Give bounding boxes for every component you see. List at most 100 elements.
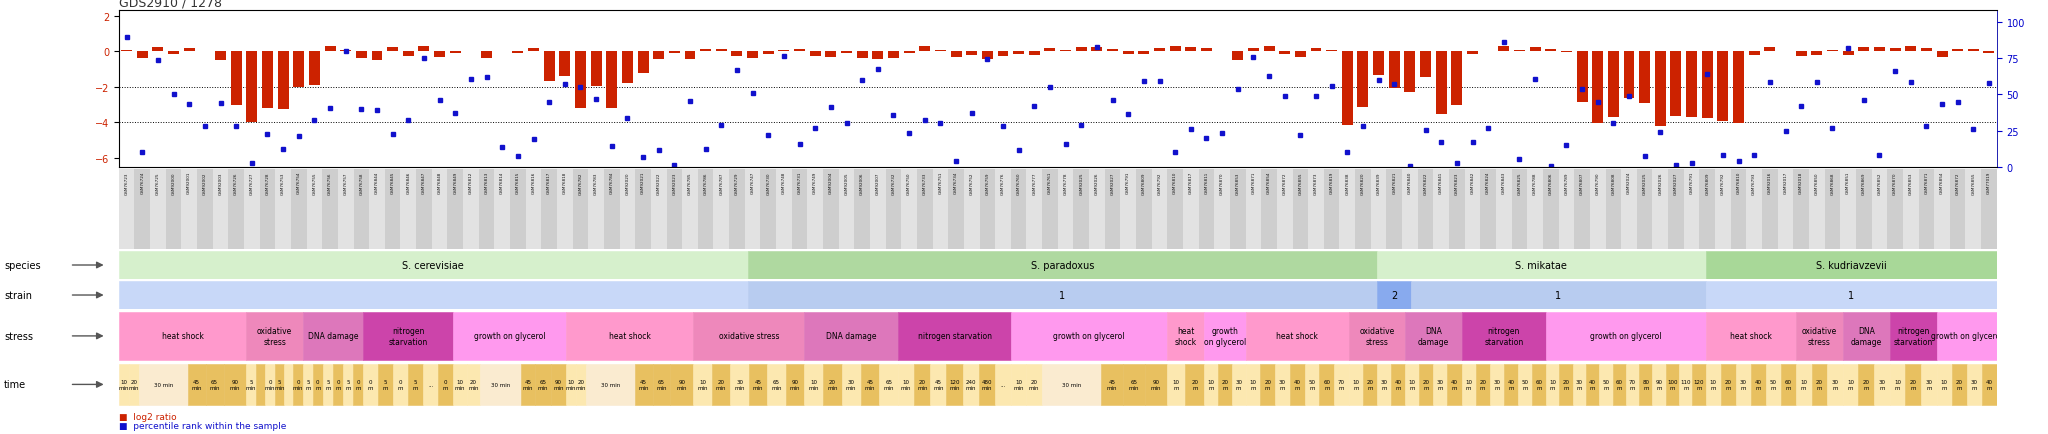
Bar bbox=[793, 169, 807, 250]
Text: heat shock: heat shock bbox=[162, 332, 203, 341]
Text: 30 min: 30 min bbox=[1063, 382, 1081, 387]
Bar bbox=[1350, 364, 1364, 405]
Bar bbox=[1145, 364, 1167, 405]
Bar bbox=[418, 47, 430, 52]
Bar bbox=[119, 169, 135, 250]
Text: GSM76842: GSM76842 bbox=[1470, 172, 1475, 194]
Text: GSM76823: GSM76823 bbox=[1454, 172, 1458, 194]
Text: GSM76825: GSM76825 bbox=[1518, 172, 1522, 194]
Bar bbox=[322, 169, 338, 250]
Bar bbox=[1841, 169, 1855, 250]
Bar bbox=[1561, 52, 1573, 53]
Text: GSM92025: GSM92025 bbox=[1642, 172, 1647, 194]
Text: GDS2910 / 1278: GDS2910 / 1278 bbox=[119, 0, 221, 9]
Bar bbox=[731, 364, 750, 405]
Bar bbox=[129, 364, 139, 405]
Bar bbox=[936, 51, 946, 52]
Text: 30
m: 30 m bbox=[1739, 379, 1747, 390]
Bar bbox=[1405, 364, 1419, 405]
Bar bbox=[981, 52, 993, 60]
Bar bbox=[369, 169, 385, 250]
Text: ...: ... bbox=[999, 382, 1006, 387]
Bar bbox=[1137, 169, 1151, 250]
Bar bbox=[946, 364, 963, 405]
Bar bbox=[1391, 364, 1405, 405]
Text: nitrogen
starvation: nitrogen starvation bbox=[1485, 326, 1524, 346]
Text: 80
m: 80 m bbox=[1642, 379, 1649, 390]
Bar bbox=[1026, 364, 1042, 405]
Bar bbox=[920, 47, 930, 52]
Bar bbox=[307, 169, 322, 250]
Bar bbox=[963, 364, 979, 405]
Bar bbox=[387, 47, 397, 52]
Bar bbox=[1872, 169, 1888, 250]
Text: 10
m: 10 m bbox=[1800, 379, 1806, 390]
Text: GSM76844: GSM76844 bbox=[375, 172, 379, 194]
Bar bbox=[244, 169, 260, 250]
Bar bbox=[1825, 169, 1841, 250]
Bar bbox=[1102, 364, 1122, 405]
Bar bbox=[1167, 364, 1186, 405]
Bar bbox=[997, 52, 1008, 56]
Text: 45
min: 45 min bbox=[754, 379, 764, 390]
Text: GSM76815: GSM76815 bbox=[516, 172, 520, 194]
Text: GSM76870: GSM76870 bbox=[1221, 172, 1225, 194]
Bar bbox=[1167, 312, 1204, 360]
Text: GSM76753: GSM76753 bbox=[281, 172, 285, 194]
Bar bbox=[479, 364, 520, 405]
Text: 60
m: 60 m bbox=[1536, 379, 1542, 390]
Text: 40
m: 40 m bbox=[1395, 379, 1401, 390]
Bar bbox=[1151, 169, 1167, 250]
Text: GSM76726: GSM76726 bbox=[233, 172, 238, 194]
Bar bbox=[1264, 47, 1274, 52]
Text: heat shock: heat shock bbox=[608, 332, 651, 341]
Bar bbox=[1718, 52, 1729, 122]
Text: GSM76814: GSM76814 bbox=[500, 172, 504, 194]
Bar bbox=[1747, 169, 1761, 250]
Bar bbox=[870, 169, 885, 250]
Bar bbox=[1292, 169, 1309, 250]
Bar bbox=[338, 169, 354, 250]
Bar bbox=[1546, 312, 1706, 360]
Text: 65
min: 65 min bbox=[772, 379, 782, 390]
Bar bbox=[119, 312, 246, 360]
Bar bbox=[403, 52, 414, 56]
Text: 70
m: 70 m bbox=[1628, 379, 1636, 390]
Text: GSM76853: GSM76853 bbox=[1909, 172, 1913, 194]
Bar bbox=[1937, 364, 1952, 405]
Bar bbox=[1905, 47, 1917, 52]
Bar bbox=[1937, 312, 1997, 360]
Bar bbox=[717, 50, 727, 52]
Text: GSM76810: GSM76810 bbox=[1737, 172, 1741, 194]
Bar bbox=[1765, 48, 1776, 52]
Text: GSM76845: GSM76845 bbox=[391, 172, 395, 194]
Bar bbox=[1683, 169, 1700, 250]
Bar bbox=[1350, 312, 1405, 360]
Text: 10
m: 10 m bbox=[1548, 379, 1556, 390]
Bar bbox=[588, 169, 604, 250]
Text: GSM76852: GSM76852 bbox=[1878, 172, 1882, 194]
Text: GSM92020: GSM92020 bbox=[625, 172, 629, 194]
Bar bbox=[918, 169, 932, 250]
Bar bbox=[432, 169, 446, 250]
Text: 90
min: 90 min bbox=[676, 379, 688, 390]
Text: GSM76724: GSM76724 bbox=[139, 172, 143, 194]
Bar bbox=[465, 51, 477, 52]
Bar bbox=[1169, 47, 1180, 52]
Bar bbox=[590, 52, 602, 87]
Bar bbox=[1448, 364, 1462, 405]
Bar bbox=[1706, 282, 1997, 309]
Text: 20
min: 20 min bbox=[575, 379, 586, 390]
Bar bbox=[1737, 364, 1751, 405]
Bar bbox=[1184, 169, 1198, 250]
Bar bbox=[700, 50, 711, 52]
Text: GSM76749: GSM76749 bbox=[813, 172, 817, 194]
Text: 20
m: 20 m bbox=[1366, 379, 1374, 390]
Bar bbox=[1044, 49, 1055, 52]
Text: GSM76750: GSM76750 bbox=[907, 172, 911, 194]
Bar bbox=[1139, 52, 1149, 55]
Bar bbox=[551, 364, 565, 405]
Bar bbox=[352, 364, 362, 405]
Bar bbox=[621, 169, 635, 250]
Bar bbox=[1370, 169, 1386, 250]
